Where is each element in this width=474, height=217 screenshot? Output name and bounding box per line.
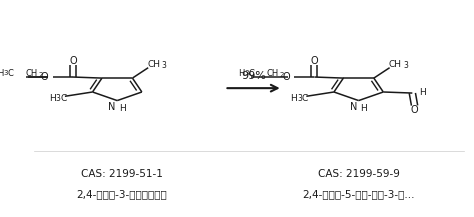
Text: CH: CH — [266, 69, 279, 78]
Text: H: H — [49, 94, 56, 103]
Text: C: C — [249, 69, 255, 78]
Text: 3: 3 — [245, 70, 249, 76]
Text: C: C — [60, 94, 67, 103]
Text: CH: CH — [25, 69, 37, 78]
Text: CH: CH — [389, 60, 401, 69]
Text: O: O — [41, 72, 48, 82]
Text: 2: 2 — [280, 72, 284, 78]
Text: 2: 2 — [38, 72, 43, 78]
Text: 99%: 99% — [241, 71, 266, 81]
Text: O: O — [411, 105, 419, 115]
Text: H: H — [291, 94, 297, 103]
Text: H: H — [361, 104, 367, 113]
Text: N: N — [108, 102, 116, 112]
Text: 3: 3 — [403, 61, 408, 70]
Text: O: O — [310, 56, 318, 66]
Text: 3: 3 — [162, 61, 167, 70]
Text: H: H — [119, 104, 126, 113]
Text: 3: 3 — [297, 94, 302, 103]
Text: C: C — [8, 69, 13, 78]
Text: CAS: 2199-51-1: CAS: 2199-51-1 — [81, 169, 163, 179]
Text: H: H — [238, 69, 245, 78]
Text: H: H — [419, 88, 426, 97]
Text: N: N — [349, 102, 357, 112]
Text: 3: 3 — [3, 70, 8, 76]
Text: 3: 3 — [56, 94, 61, 103]
Text: H: H — [0, 69, 3, 78]
Text: O: O — [283, 72, 290, 82]
Text: CAS: 2199-59-9: CAS: 2199-59-9 — [318, 169, 400, 179]
Text: 2,4-二甲基-3-吠和烂酸乙酯: 2,4-二甲基-3-吠和烂酸乙酯 — [76, 189, 167, 199]
Text: C: C — [302, 94, 308, 103]
Text: 2,4-二甲基-5-醉基-吠和-3-甲...: 2,4-二甲基-5-醉基-吠和-3-甲... — [302, 189, 415, 199]
Text: CH: CH — [147, 60, 160, 69]
Text: O: O — [69, 56, 77, 66]
